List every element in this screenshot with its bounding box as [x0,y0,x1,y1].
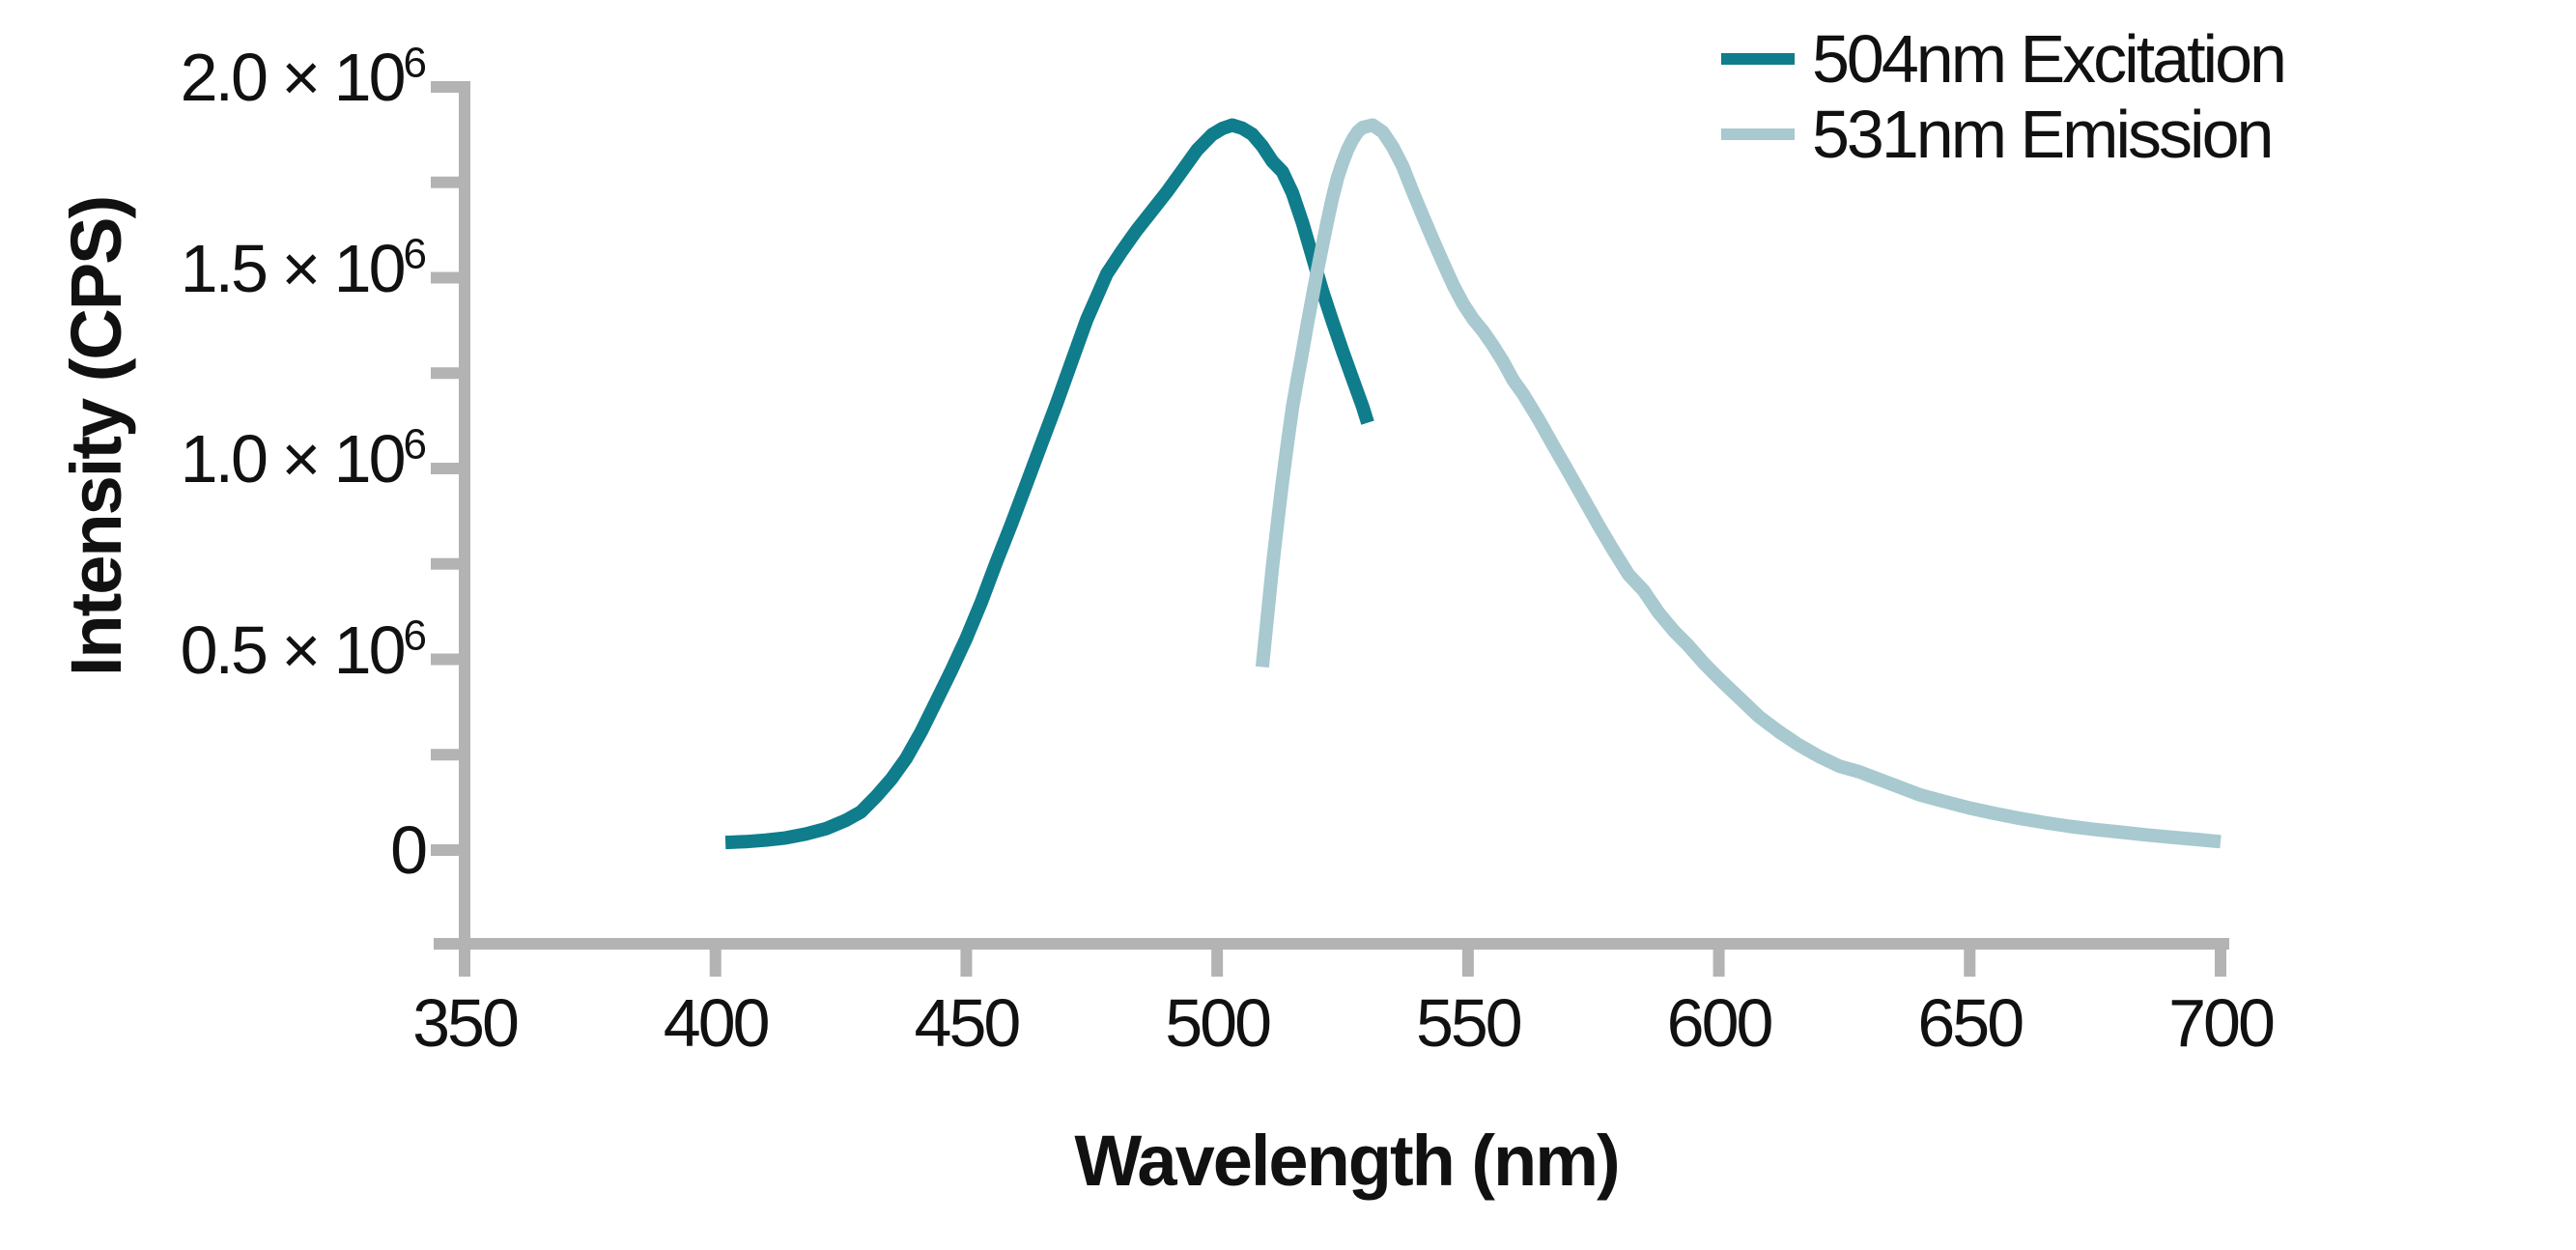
legend-label-excitation: 504nm Excitation [1812,21,2287,97]
y-tick-label: 1.5 × 106 [180,230,427,306]
emission-line-swatch [1721,128,1795,140]
y-tick-label: 2.0 × 106 [180,39,427,115]
y-major-tick [431,653,459,666]
y-minor-tick [431,557,459,570]
x-major-tick [1964,949,1976,977]
axes [431,81,2229,977]
x-major-tick [709,949,722,977]
x-major-tick [960,949,973,977]
legend-label-emission: 531nm Emission [1812,97,2274,172]
x-axis-spine [434,938,2229,950]
x-tick-label: 650 [1917,985,2024,1061]
legend: 504nm Excitation 531nm Emission [1721,21,2287,172]
excitation-curve [724,118,1374,850]
emission-curve [1255,118,2222,849]
x-tick-label: 500 [1165,985,1272,1061]
x-tick-label: 600 [1666,985,1774,1061]
x-tick-label: 550 [1415,985,1523,1061]
y-major-tick [431,271,459,284]
y-minor-tick [431,749,459,761]
legend-row-emission: 531nm Emission [1721,97,2284,172]
y-major-tick [431,81,459,93]
y-minor-tick [431,176,459,188]
x-tick-label: 400 [663,985,771,1061]
y-major-tick [431,463,459,474]
x-tick-label: 450 [914,985,1022,1061]
x-major-tick [2215,949,2226,977]
x-tick-label: 350 [412,985,520,1061]
y-axis-title: Intensity (CPS) [56,196,136,677]
x-axis-title: Wavelength (nm) [1074,1121,1620,1201]
x-major-tick [1211,949,1224,977]
x-major-tick [459,949,470,977]
x-major-tick [1713,949,1725,977]
x-major-tick [1461,949,1474,977]
y-major-tick [431,844,459,856]
excitation-line-swatch [1721,53,1795,65]
x-tick-label: 700 [2168,985,2276,1061]
y-minor-tick [431,367,459,380]
y-tick-label: 0.5 × 106 [180,611,427,688]
y-tick-label: 1.0 × 106 [180,420,427,497]
spectra-curves [724,118,2222,850]
y-tick-label: 0 [390,812,428,888]
legend-row-excitation: 504nm Excitation [1721,21,2287,97]
y-axis-spine [459,81,470,972]
